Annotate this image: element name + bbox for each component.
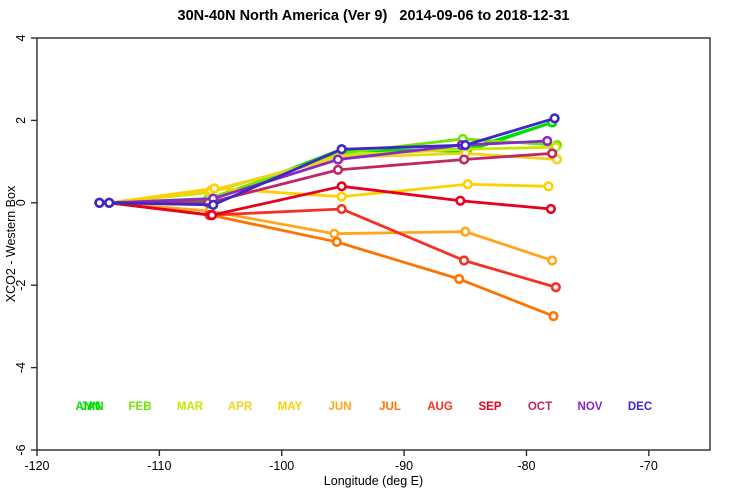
data-point-DEC: [208, 199, 219, 210]
data-point-DEC: [549, 113, 560, 124]
y-axis-label: XCO2 - Western Box: [4, 185, 18, 303]
y-tick-label: -6: [14, 444, 28, 455]
data-point-SEP: [545, 203, 557, 215]
data-point-DEC: [94, 197, 105, 208]
x-tick-label: -80: [517, 459, 535, 473]
data-point-AUG: [336, 203, 347, 215]
series-line-JUL: [98, 201, 555, 318]
data-point-JUL: [454, 273, 465, 285]
data-point-DEC: [336, 144, 347, 155]
y-tick-label: -4: [14, 362, 28, 373]
x-tick-label: -120: [24, 459, 49, 473]
data-point-SEP: [206, 210, 218, 221]
data-point-OCT: [458, 154, 470, 165]
x-tick-label: -90: [395, 459, 413, 473]
chart-title: 30N-40N North America (Ver 9) 2014-09-06…: [177, 8, 570, 24]
x-tick-label: -100: [269, 459, 294, 473]
data-point-NOV: [332, 154, 344, 165]
data-point-MAY: [543, 181, 554, 192]
y-tick-label: -2: [14, 280, 28, 291]
x-tick-label: -70: [640, 459, 658, 473]
data-point-JUN: [547, 255, 558, 266]
data-point-SEP: [336, 181, 347, 192]
data-point-MAY: [462, 179, 473, 190]
y-tick-label: 0: [14, 199, 28, 206]
data-point-MAY: [336, 191, 347, 202]
data-point-DEC: [460, 140, 471, 151]
series-line-AUG: [98, 201, 558, 289]
y-tick-label: 4: [14, 34, 28, 41]
data-point-JUN: [329, 228, 340, 239]
data-point-MAY: [209, 183, 220, 194]
data-point-JUL: [331, 236, 342, 248]
data-point-OCT: [547, 148, 558, 159]
data-point-DEC: [104, 197, 115, 208]
series-line-JUN: [98, 201, 554, 262]
x-tick-label: -110: [147, 459, 171, 473]
data-point-JUL: [548, 311, 559, 322]
x-axis-label: Longitude (deg E): [323, 474, 424, 488]
data-point-SEP: [455, 195, 466, 206]
plot-box: [36, 37, 711, 451]
data-point-APR: [551, 154, 563, 165]
data-point-AUG: [458, 255, 470, 266]
y-tick-label: 2: [14, 117, 28, 124]
data-point-NOV: [542, 135, 553, 147]
data-point-OCT: [332, 164, 344, 175]
data-point-JUN: [460, 226, 471, 237]
data-point-AUG: [550, 282, 561, 293]
